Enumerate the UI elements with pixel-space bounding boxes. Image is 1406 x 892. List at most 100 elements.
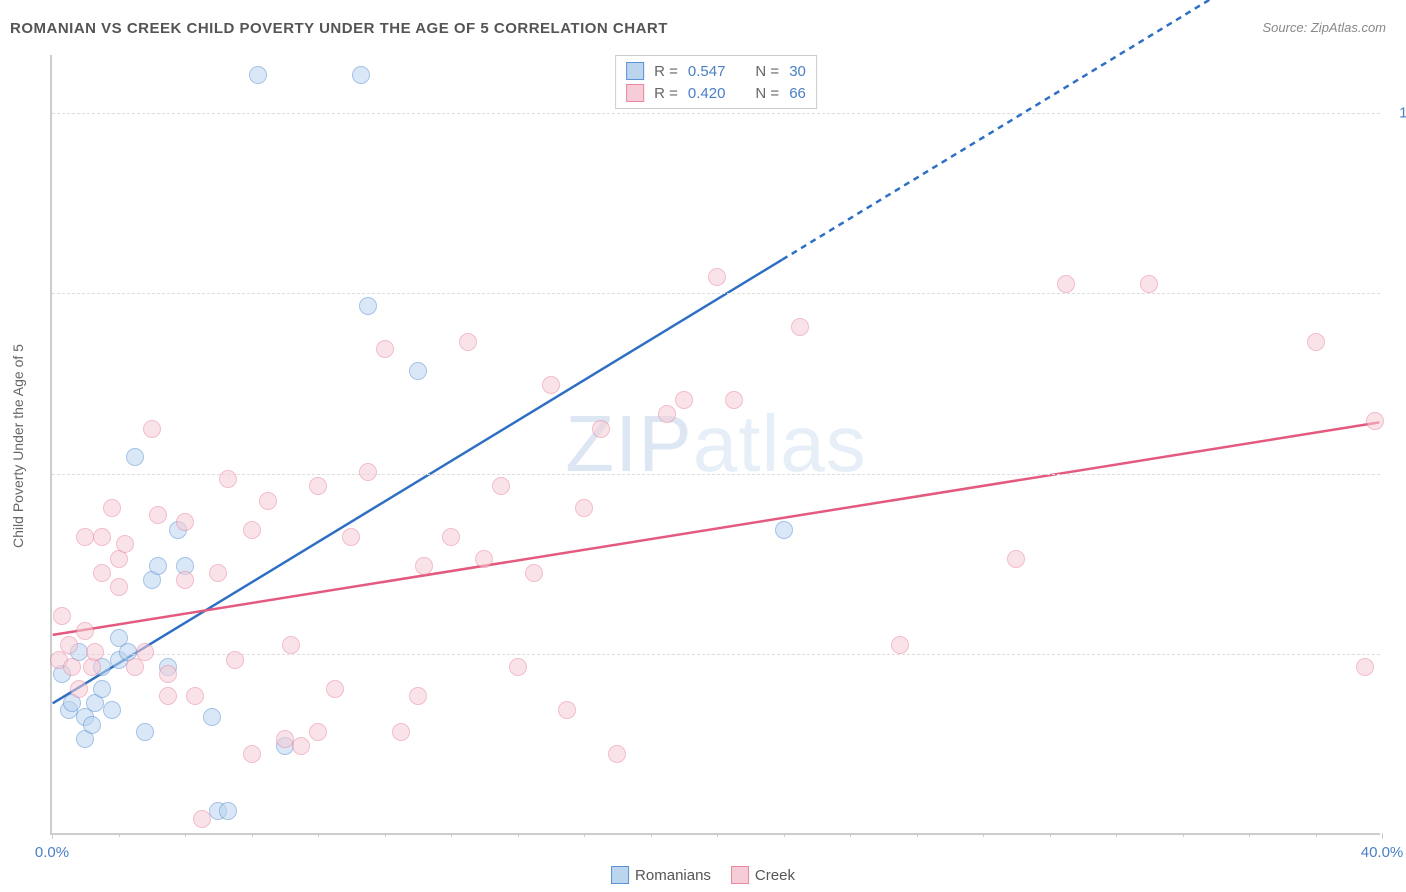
scatter-point [259,492,277,510]
scatter-point [93,564,111,582]
scatter-point [725,391,743,409]
r-label: R = [654,63,678,80]
scatter-point [209,564,227,582]
scatter-point [575,499,593,517]
scatter-point [658,405,676,423]
scatter-point [70,680,88,698]
scatter-point [442,528,460,546]
x-tick-minor [1183,833,1184,837]
scatter-point [292,737,310,755]
source-label: Source: ZipAtlas.com [1262,20,1386,35]
series-legend: Romanians Creek [611,866,795,884]
scatter-point [675,391,693,409]
scatter-point [103,499,121,517]
x-tick-minor [518,833,519,837]
scatter-point [409,362,427,380]
scatter-point [1007,550,1025,568]
scatter-point [143,420,161,438]
scatter-point [376,340,394,358]
x-tick [52,833,53,839]
scatter-point [193,810,211,828]
scatter-point [116,535,134,553]
scatter-point [93,528,111,546]
legend-label: Romanians [635,867,711,884]
legend-swatch-icon [731,866,749,884]
scatter-point [592,420,610,438]
x-tick-minor [651,833,652,837]
scatter-point [459,333,477,351]
scatter-point [326,680,344,698]
scatter-point [409,687,427,705]
scatter-point [176,571,194,589]
y-tick-label: 25.0% [1390,646,1406,663]
gridline [52,293,1380,294]
chart-title: ROMANIAN VS CREEK CHILD POVERTY UNDER TH… [10,20,668,37]
scatter-point [309,477,327,495]
x-tick-minor [850,833,851,837]
y-tick-label: 50.0% [1390,465,1406,482]
scatter-point [103,701,121,719]
trend-lines-svg [52,55,1380,833]
correlation-legend: R = 0.547 N = 30 R = 0.420 N = 66 [615,55,817,109]
chart-container: ROMANIAN VS CREEK CHILD POVERTY UNDER TH… [0,0,1406,892]
scatter-point [53,607,71,625]
scatter-point [542,376,560,394]
scatter-point [775,521,793,539]
scatter-point [159,665,177,683]
y-tick-label: 75.0% [1390,285,1406,302]
x-tick-minor [1116,833,1117,837]
x-tick-minor [717,833,718,837]
x-tick-minor [917,833,918,837]
legend-row-romanians: R = 0.547 N = 30 [626,60,806,82]
scatter-point [203,708,221,726]
scatter-point [63,658,81,676]
plot-area: R = 0.547 N = 30 R = 0.420 N = 66 ZIPatl… [50,55,1380,835]
scatter-point [93,680,111,698]
scatter-point [891,636,909,654]
x-tick-label: 0.0% [35,844,69,861]
x-tick-label: 40.0% [1361,844,1404,861]
n-value: 66 [789,85,806,102]
x-tick-minor [451,833,452,837]
scatter-point [276,730,294,748]
legend-swatch-creek [626,84,644,102]
scatter-point [249,66,267,84]
scatter-point [359,297,377,315]
gridline [52,654,1380,655]
legend-item-romanians: Romanians [611,866,711,884]
scatter-point [219,802,237,820]
scatter-point [1140,275,1158,293]
scatter-point [608,745,626,763]
n-label: N = [755,85,779,102]
legend-row-creek: R = 0.420 N = 66 [626,82,806,104]
scatter-point [159,687,177,705]
scatter-point [186,687,204,705]
legend-swatch-icon [611,866,629,884]
scatter-point [359,463,377,481]
scatter-point [558,701,576,719]
x-tick-minor [584,833,585,837]
scatter-point [791,318,809,336]
scatter-point [415,557,433,575]
scatter-point [1356,658,1374,676]
scatter-point [509,658,527,676]
y-axis-label: Child Poverty Under the Age of 5 [10,344,26,548]
scatter-point [60,636,78,654]
n-label: N = [755,63,779,80]
scatter-point [1366,412,1384,430]
x-tick-minor [185,833,186,837]
x-tick-minor [1316,833,1317,837]
legend-swatch-romanians [626,62,644,80]
scatter-point [309,723,327,741]
scatter-point [243,745,261,763]
scatter-point [352,66,370,84]
scatter-point [475,550,493,568]
scatter-point [392,723,410,741]
scatter-point [708,268,726,286]
x-tick-minor [1050,833,1051,837]
scatter-point [149,557,167,575]
scatter-point [342,528,360,546]
scatter-point [149,506,167,524]
x-tick-minor [119,833,120,837]
scatter-point [243,521,261,539]
